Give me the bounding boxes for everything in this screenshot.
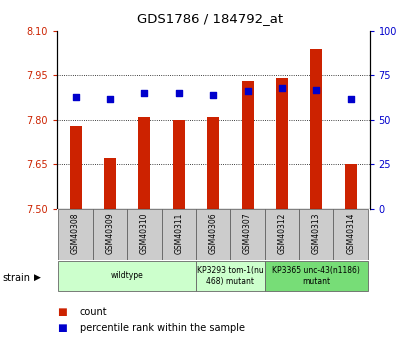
Bar (207, 117, 219, 209)
Bar (138, 117, 150, 209)
Text: KP3293 tom-1(nu
468) mutant: KP3293 tom-1(nu 468) mutant (197, 266, 264, 286)
Bar (230, 209, 265, 260)
Text: GSM40310: GSM40310 (140, 213, 149, 254)
Bar (104, 158, 116, 209)
Text: GSM40313: GSM40313 (312, 213, 321, 254)
Point (210, 92, 217, 98)
Bar (276, 78, 288, 209)
Text: GSM40314: GSM40314 (346, 213, 355, 254)
Bar (127, 209, 162, 260)
Text: GSM40307: GSM40307 (243, 213, 252, 254)
Bar (70, 126, 81, 209)
Text: KP3365 unc-43(n1186)
mutant: KP3365 unc-43(n1186) mutant (272, 266, 360, 286)
Point (176, 90, 182, 96)
Bar (162, 209, 196, 260)
Point (72, 94, 79, 100)
Point (107, 96, 113, 101)
Text: GSM40306: GSM40306 (209, 213, 218, 254)
Bar (265, 261, 368, 291)
Bar (345, 164, 357, 209)
Bar (310, 49, 322, 209)
Bar (196, 261, 265, 291)
Point (347, 96, 354, 101)
Text: strain: strain (2, 273, 30, 283)
Text: percentile rank within the sample: percentile rank within the sample (80, 323, 245, 333)
Bar (173, 120, 185, 209)
Text: count: count (80, 307, 108, 317)
Text: ▶: ▶ (34, 273, 40, 282)
Text: wildtype: wildtype (111, 272, 144, 280)
Text: GSM40312: GSM40312 (278, 213, 286, 254)
Point (278, 85, 285, 91)
Text: GSM40308: GSM40308 (71, 213, 80, 254)
Bar (196, 209, 230, 260)
Text: GDS1786 / 184792_at: GDS1786 / 184792_at (137, 12, 283, 25)
Point (244, 89, 251, 94)
Bar (265, 209, 299, 260)
Bar (299, 209, 333, 260)
Bar (333, 209, 368, 260)
Bar (58, 261, 196, 291)
Bar (58, 209, 93, 260)
Bar (93, 209, 127, 260)
Text: ■: ■ (57, 307, 66, 317)
Text: ■: ■ (57, 323, 66, 333)
Point (141, 90, 148, 96)
Point (313, 87, 320, 92)
Text: GSM40311: GSM40311 (174, 213, 183, 254)
Bar (241, 81, 254, 209)
Text: GSM40309: GSM40309 (105, 213, 115, 254)
